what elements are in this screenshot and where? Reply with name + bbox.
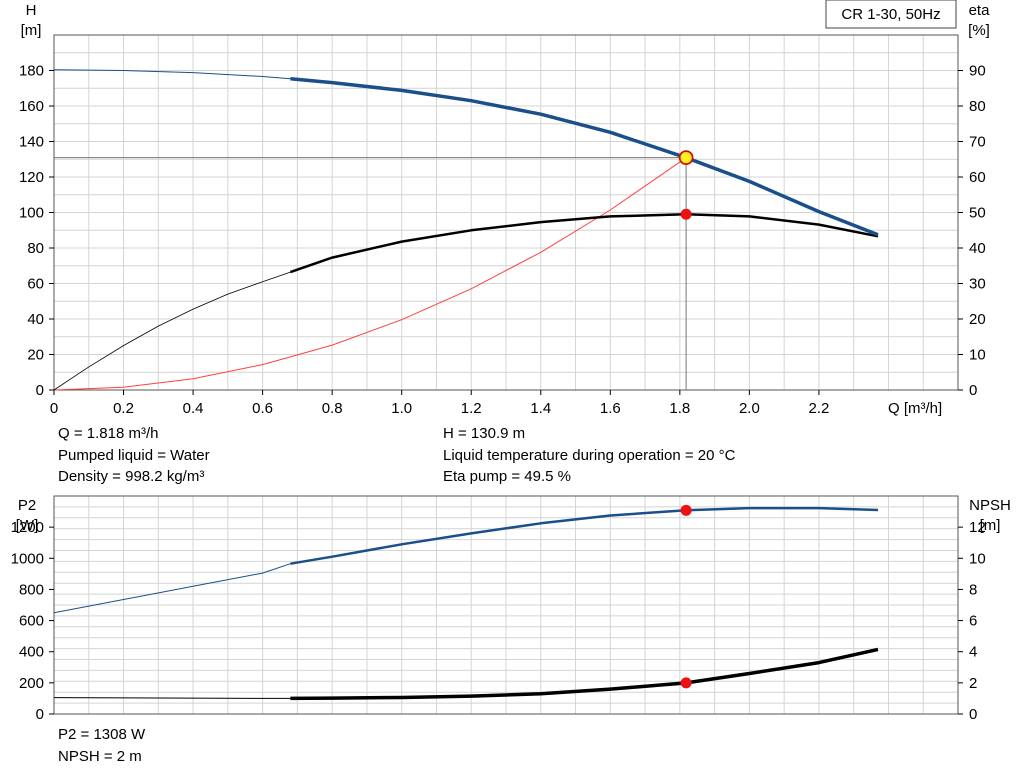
eta-tick-label: 20 [969, 311, 986, 328]
eta-tick-label: 70 [969, 134, 986, 151]
npsh-tick-label: 4 [969, 644, 977, 661]
eta-curve-thick [289, 213, 879, 274]
head-curve-thin [53, 69, 291, 80]
eta-curve-thin [53, 271, 291, 391]
eta-axis-title: eta [969, 2, 991, 19]
npsh-operating-point [680, 677, 692, 689]
p2-curve-thin [53, 563, 291, 614]
npsh-axis-unit: [m] [980, 517, 1001, 534]
head-operating-point [678, 150, 694, 166]
p2-tick-label: 200 [19, 675, 44, 692]
x-tick-label: 0.8 [322, 400, 343, 417]
bottom-plot-frame [53, 495, 959, 715]
eta-tick-label: 10 [969, 347, 986, 364]
pumped-liquid-label: Pumped liquid = Water [58, 447, 210, 464]
x-tick-label: 0.6 [252, 400, 273, 417]
head-tick-label: 20 [27, 347, 44, 364]
head-tick-label: 180 [19, 63, 44, 80]
q-axis-title: Q [m³/h] [888, 400, 942, 417]
npsh-tick-label: 10 [969, 550, 986, 567]
p2-axis-title: P2 [18, 497, 36, 514]
p2-tick-label: 600 [19, 613, 44, 630]
x-tick-label: 0 [50, 400, 58, 417]
x-tick-label: 1.2 [461, 400, 482, 417]
system-curve [53, 157, 687, 391]
x-tick-label: 1.0 [391, 400, 412, 417]
npsh-tick-label: 8 [969, 581, 977, 598]
eta-operating-point [680, 208, 692, 220]
density-label: Density = 998.2 kg/m³ [58, 468, 205, 485]
npsh-curve-thin [53, 697, 291, 699]
head-tick-label: 120 [19, 169, 44, 186]
legend-label: CR 1-30, 50Hz [841, 6, 940, 23]
p2-tick-label: 0 [36, 706, 44, 723]
p2-value-label: P2 = 1308 W [58, 726, 146, 743]
eta-tick-label: 80 [969, 98, 986, 115]
head-tick-label: 140 [19, 134, 44, 151]
x-tick-label: 2.0 [739, 400, 760, 417]
p2-tick-label: 400 [19, 644, 44, 661]
head-tick-label: 100 [19, 205, 44, 222]
eta-tick-label: 60 [969, 169, 986, 186]
head-axis-unit: [m] [21, 22, 42, 39]
head-tick-label: 40 [27, 311, 44, 328]
head-axis-title: H [26, 2, 37, 19]
x-tick-label: 1.6 [600, 400, 621, 417]
p2-tick-label: 1200 [11, 519, 44, 536]
head-curve-thick [290, 76, 879, 237]
p2-curve-thick [290, 506, 879, 565]
eta-tick-label: 30 [969, 276, 986, 293]
npsh-tick-label: 6 [969, 613, 977, 630]
p2-operating-point [680, 504, 692, 516]
head-tick-label: 160 [19, 98, 44, 115]
p2-tick-label: 800 [19, 581, 44, 598]
head-tick-label: 0 [36, 382, 44, 399]
liquid-temperature-label: Liquid temperature during operation = 20… [443, 447, 736, 464]
eta-tick-label: 40 [969, 240, 986, 257]
p2-tick-label: 1000 [11, 550, 44, 567]
head-value-label: H = 130.9 m [443, 425, 526, 442]
eta-pump-label: Eta pump = 49.5 % [443, 468, 571, 485]
legend-box [825, 0, 957, 29]
npsh-tick-label: 2 [969, 675, 977, 692]
eta-tick-label: 50 [969, 205, 986, 222]
npsh-tick-label: 12 [969, 519, 986, 536]
npsh-tick-label: 0 [969, 706, 977, 723]
x-tick-label: 1.8 [669, 400, 690, 417]
head-tick-label: 60 [27, 276, 44, 293]
x-tick-label: 2.2 [808, 400, 829, 417]
npsh-curve-thick [290, 647, 879, 701]
npsh-axis-title: NPSH [969, 497, 1011, 514]
x-tick-label: 0.2 [113, 400, 134, 417]
x-tick-label: 1.4 [530, 400, 551, 417]
eta-axis-unit: [%] [968, 22, 990, 39]
eta-tick-label: 0 [969, 382, 977, 399]
eta-tick-label: 90 [969, 63, 986, 80]
q-value-label: Q = 1.818 m³/h [58, 425, 159, 442]
p2-axis-unit: [W] [16, 517, 39, 534]
head-tick-label: 80 [27, 240, 44, 257]
x-tick-label: 0.4 [183, 400, 204, 417]
npsh-value-label: NPSH = 2 m [58, 748, 142, 765]
